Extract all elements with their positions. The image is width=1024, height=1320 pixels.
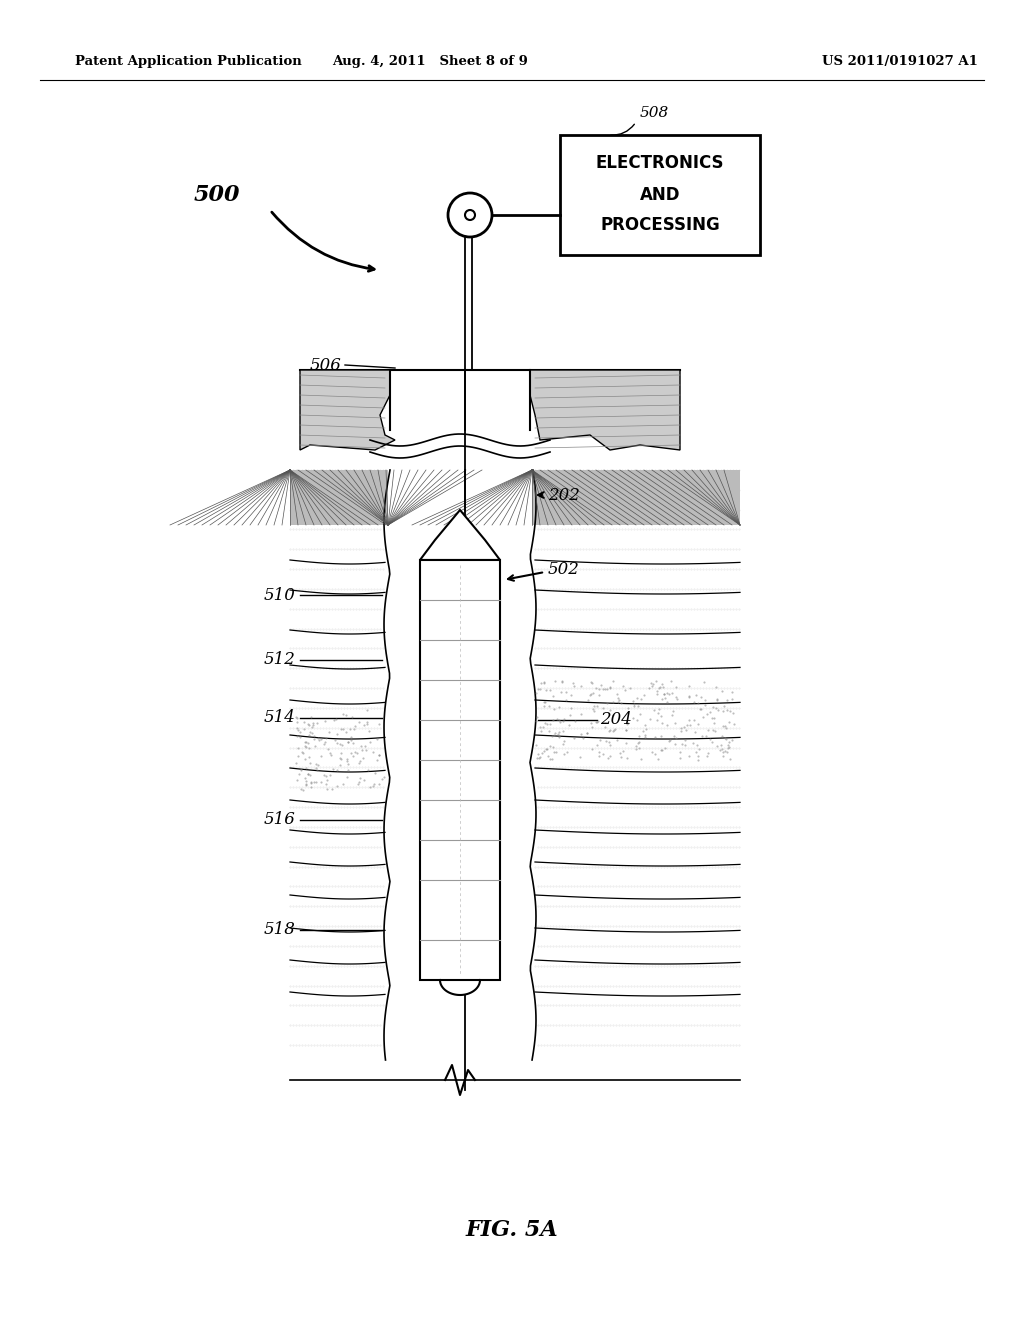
Text: 202: 202 <box>548 487 580 503</box>
Polygon shape <box>440 979 480 995</box>
Text: Patent Application Publication: Patent Application Publication <box>75 55 302 69</box>
Polygon shape <box>290 470 388 525</box>
Text: 508: 508 <box>640 106 670 120</box>
FancyBboxPatch shape <box>560 135 760 255</box>
Polygon shape <box>530 370 680 450</box>
Text: AND: AND <box>640 186 680 205</box>
Polygon shape <box>300 370 395 450</box>
Text: 204: 204 <box>600 711 632 729</box>
Polygon shape <box>420 510 500 560</box>
Text: FIG. 5A: FIG. 5A <box>466 1218 558 1241</box>
Text: 502: 502 <box>548 561 580 578</box>
Text: 506: 506 <box>310 356 342 374</box>
FancyArrowPatch shape <box>610 124 634 135</box>
Text: 514: 514 <box>264 710 296 726</box>
Text: 500: 500 <box>194 183 240 206</box>
Text: 516: 516 <box>264 812 296 829</box>
Text: US 2011/0191027 A1: US 2011/0191027 A1 <box>822 55 978 69</box>
Text: 518: 518 <box>264 921 296 939</box>
Text: ELECTRONICS: ELECTRONICS <box>596 154 724 172</box>
Text: PROCESSING: PROCESSING <box>600 216 720 234</box>
Text: 512: 512 <box>264 652 296 668</box>
Text: 510: 510 <box>264 586 296 603</box>
Bar <box>420 560 500 979</box>
Text: Aug. 4, 2011   Sheet 8 of 9: Aug. 4, 2011 Sheet 8 of 9 <box>332 55 528 69</box>
Polygon shape <box>532 470 740 525</box>
